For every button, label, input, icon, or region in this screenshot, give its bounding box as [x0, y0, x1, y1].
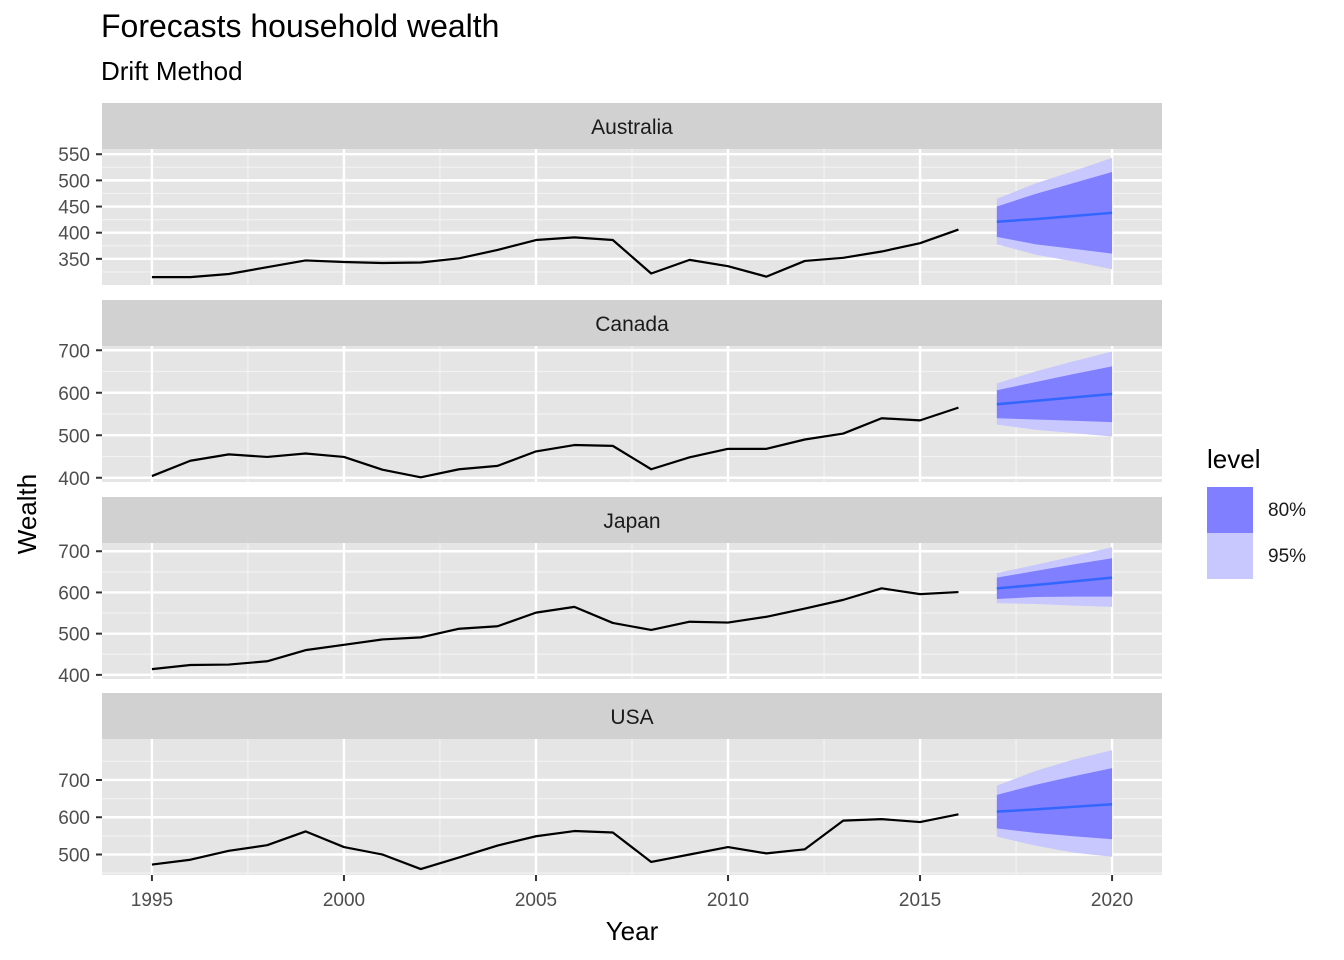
- y-tick-label: 550: [58, 145, 90, 166]
- x-tick-label: 2005: [515, 890, 557, 911]
- history-line-usa: [151, 813, 959, 871]
- legend-label-95: 95%: [1268, 546, 1307, 567]
- y-tick-label: 500: [58, 625, 90, 646]
- y-tick-label: 400: [58, 469, 90, 490]
- chart-subtitle: Drift Method: [101, 56, 243, 86]
- x-tick-label: 2015: [899, 890, 941, 911]
- y-tick-label: 350: [58, 250, 90, 271]
- facet-strip-canada: [102, 300, 1162, 346]
- forecast-line-canada: [996, 392, 1113, 406]
- band-80-canada: [996, 366, 1113, 423]
- band-80-usa: [996, 768, 1113, 840]
- y-tick-label: 500: [58, 846, 90, 867]
- y-tick-label: 700: [58, 771, 90, 792]
- y-tick-label: 400: [58, 666, 90, 687]
- y-axis-title: Wealth: [12, 474, 42, 554]
- forecast-line-australia: [996, 211, 1113, 223]
- facet-label-canada: Canada: [595, 313, 669, 336]
- y-tick-label: 450: [58, 198, 90, 219]
- facet-label-australia: Australia: [591, 116, 673, 139]
- y-tick-label: 500: [58, 171, 90, 192]
- history-line-australia: [151, 228, 959, 279]
- chart-title: Forecasts household wealth: [101, 8, 500, 44]
- band-80-japan: [996, 558, 1113, 600]
- facet-strip-japan: [102, 497, 1162, 543]
- x-tick-label: 2020: [1091, 890, 1133, 911]
- band-80-australia: [996, 172, 1113, 254]
- y-tick-label: 600: [58, 808, 90, 829]
- y-tick-label: 500: [58, 426, 90, 447]
- x-tick-label: 1995: [131, 890, 173, 911]
- facet-strip-usa: [102, 693, 1162, 739]
- y-tick-label: 600: [58, 384, 90, 405]
- history-line-japan: [151, 587, 959, 671]
- facet-label-japan: Japan: [603, 510, 660, 533]
- forecast-line-usa: [996, 802, 1113, 813]
- history-line-canada: [151, 406, 959, 479]
- y-tick-label: 600: [58, 583, 90, 604]
- forecast-line-japan: [996, 576, 1113, 590]
- facet-strip-australia: [102, 103, 1162, 149]
- x-tick-label: 2010: [707, 890, 749, 911]
- legend-key-80: [1207, 487, 1253, 533]
- facet-label-usa: USA: [610, 706, 653, 729]
- legend-label-80: 80%: [1268, 500, 1307, 521]
- x-tick-label: 2000: [323, 890, 365, 911]
- legend-title: level: [1207, 444, 1261, 474]
- y-tick-label: 400: [58, 224, 90, 245]
- legend-key-95: [1207, 533, 1253, 579]
- y-tick-label: 700: [58, 542, 90, 563]
- x-axis-title: Year: [606, 916, 659, 946]
- y-tick-label: 700: [58, 341, 90, 362]
